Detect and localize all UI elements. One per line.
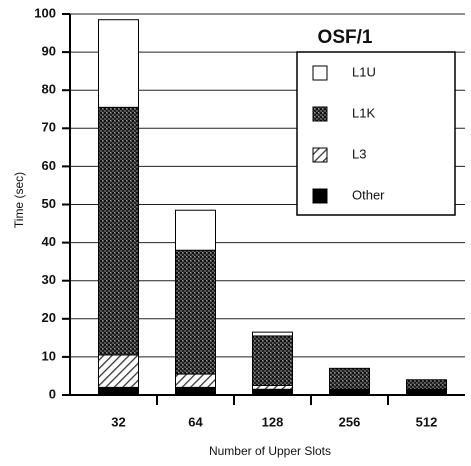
bar-segment xyxy=(252,384,293,390)
bar-segment xyxy=(98,354,139,388)
bar-segment xyxy=(175,209,216,251)
y-tick-label: 70 xyxy=(42,120,56,135)
y-tick-label: 100 xyxy=(34,5,56,20)
y-tick-label: 80 xyxy=(42,82,56,97)
legend-swatch xyxy=(312,106,328,122)
legend-swatch xyxy=(312,65,328,81)
bar-segment xyxy=(98,386,139,396)
y-axis-label: Time (sec) xyxy=(12,172,26,228)
x-axis-label: Number of Upper Slots xyxy=(209,444,331,458)
y-tick-label: 10 xyxy=(42,348,56,363)
y-tick-label: 60 xyxy=(42,158,56,173)
legend-label: L1U xyxy=(352,64,376,79)
bar-segment xyxy=(252,335,293,386)
bar-segment xyxy=(175,249,216,375)
bar-segment xyxy=(175,373,216,388)
x-tick-label: 32 xyxy=(111,414,125,429)
y-tick-label: 0 xyxy=(49,386,56,401)
y-tick-label: 50 xyxy=(42,196,56,211)
legend-label: Other xyxy=(352,187,385,202)
legend-title: OSF/1 xyxy=(318,27,373,48)
bar-segment xyxy=(252,331,293,337)
bar-segment xyxy=(98,19,139,108)
bar-segment xyxy=(98,106,139,356)
legend-swatch xyxy=(312,188,328,204)
x-tick-label: 512 xyxy=(416,414,438,429)
legend-swatch xyxy=(312,147,328,163)
y-tick-label: 30 xyxy=(42,272,56,287)
legend-label: L3 xyxy=(352,146,366,161)
x-tick-label: 128 xyxy=(262,414,284,429)
x-tick-label: 256 xyxy=(339,414,361,429)
bar-segment xyxy=(406,379,447,390)
bar-segment xyxy=(329,367,370,390)
legend-label: L1K xyxy=(352,105,375,120)
x-tick-label: 64 xyxy=(188,414,203,429)
y-tick-label: 20 xyxy=(42,310,56,325)
y-tick-label: 90 xyxy=(42,44,56,59)
y-tick-label: 40 xyxy=(42,234,56,249)
bar-segment xyxy=(175,386,216,396)
